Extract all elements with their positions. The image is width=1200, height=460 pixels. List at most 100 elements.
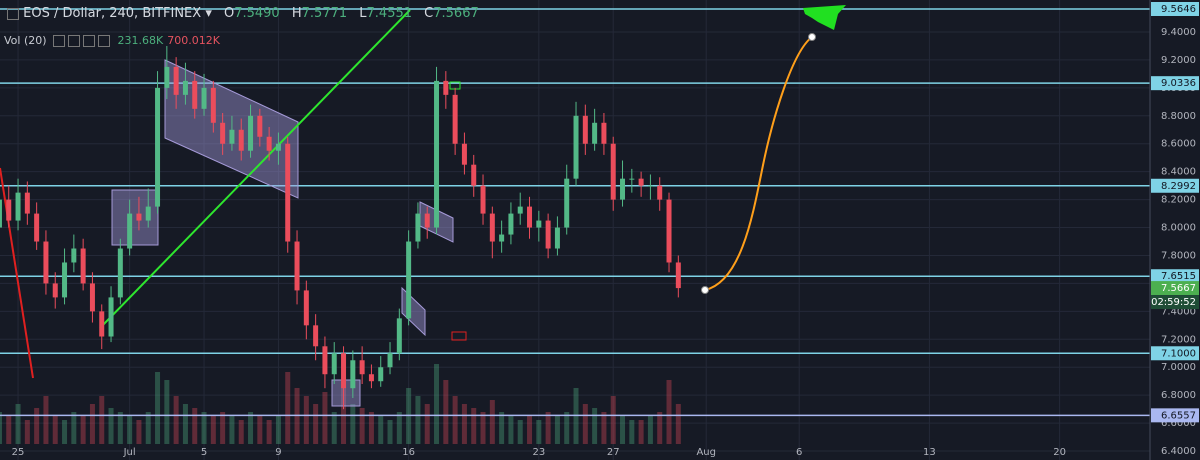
candle-body xyxy=(229,129,235,144)
volume-bar xyxy=(108,408,114,444)
close-icon[interactable] xyxy=(98,35,111,47)
candle-body xyxy=(34,213,40,242)
x-tick-label: 9 xyxy=(275,447,281,458)
candle-body xyxy=(89,283,95,312)
candle-body xyxy=(424,213,430,228)
y-tick-label: 7.2000 xyxy=(1161,334,1196,345)
x-tick-label: 27 xyxy=(607,447,620,458)
volume-bar xyxy=(99,396,105,444)
candle-body xyxy=(248,115,254,151)
volume-bar xyxy=(322,392,328,444)
volume-value: 231.68K xyxy=(117,34,164,47)
volume-bar xyxy=(415,396,421,444)
candle-body xyxy=(350,360,356,389)
volume-bar xyxy=(582,404,588,444)
level-tag xyxy=(1151,346,1199,361)
candle-body xyxy=(62,262,68,298)
volume-bar xyxy=(43,396,49,444)
candle-body xyxy=(620,178,626,200)
candle-body xyxy=(461,143,467,165)
volume-bar xyxy=(15,404,21,444)
volume-bar xyxy=(368,412,374,444)
y-tick-label: 8.0000 xyxy=(1161,223,1196,234)
candle-body xyxy=(582,115,588,144)
candle-body xyxy=(536,220,542,228)
settings-icon[interactable] xyxy=(53,35,66,47)
volume-bar xyxy=(229,416,235,444)
collapse-icon[interactable] xyxy=(7,7,19,20)
y-tick-label: 9.2000 xyxy=(1161,55,1196,66)
volume-bar xyxy=(489,400,495,444)
candle-body xyxy=(220,122,226,144)
candle-body xyxy=(164,66,170,88)
x-tick-label: 13 xyxy=(923,447,936,458)
candle-body xyxy=(517,206,523,214)
level-tag xyxy=(1151,408,1199,423)
y-tick-label: 7.4000 xyxy=(1161,306,1196,317)
volume-bar xyxy=(266,420,272,444)
candle-body xyxy=(52,283,58,298)
volume-bar xyxy=(220,412,226,444)
y-tick-label: 8.6000 xyxy=(1161,139,1196,150)
volume-bar xyxy=(257,416,263,444)
y-tick-label: 9.4000 xyxy=(1161,27,1196,38)
volume-bar xyxy=(0,412,2,444)
volume-bar xyxy=(127,416,133,444)
x-tick-label: 23 xyxy=(532,447,545,458)
candle-body xyxy=(24,192,30,214)
candle-body xyxy=(6,199,12,221)
volume-bar xyxy=(638,420,644,444)
candle-body xyxy=(71,248,77,263)
volume-bar xyxy=(434,364,440,444)
volume-bar xyxy=(24,420,30,444)
y-tick-label: 6.8000 xyxy=(1161,390,1196,401)
level-tag xyxy=(1151,76,1199,91)
candle-body xyxy=(434,80,440,228)
ohlc-key: C xyxy=(424,6,434,21)
candle-body xyxy=(675,262,681,289)
volume-bar xyxy=(592,408,598,444)
level-label: 9.0336 xyxy=(1161,78,1196,89)
trend-line xyxy=(99,9,411,329)
settings-icon[interactable] xyxy=(83,35,96,47)
candle-body xyxy=(331,353,337,375)
volume-bar xyxy=(155,372,161,444)
ohlc-value: 7.5771 xyxy=(301,6,348,21)
candle-body xyxy=(499,234,505,242)
volume-bar xyxy=(452,396,458,444)
candle-body xyxy=(554,227,560,249)
volume-bar xyxy=(331,412,337,444)
ohlc-key: O xyxy=(223,6,235,21)
candle-body xyxy=(182,80,188,95)
candle-body xyxy=(443,80,449,95)
volume-bar xyxy=(601,412,607,444)
volume-bar xyxy=(359,408,365,444)
volume-bar xyxy=(499,412,505,444)
volume-header: Vol (20) 231.68K 700.012K xyxy=(4,34,220,47)
level-label: 9.5646 xyxy=(1161,4,1196,15)
volume-bar xyxy=(303,396,309,444)
volume-bar xyxy=(480,412,486,444)
volume-bar xyxy=(164,380,170,444)
ohlc-value: 7.5490 xyxy=(234,6,280,21)
candle-body xyxy=(313,325,319,347)
volume-bar xyxy=(378,416,384,444)
volume-bar xyxy=(71,412,77,444)
candle-body xyxy=(592,122,598,144)
volume-bar xyxy=(248,412,254,444)
y-tick-label: 6.4000 xyxy=(1161,446,1196,457)
volume-bar xyxy=(508,416,514,444)
settings-icon[interactable] xyxy=(68,35,81,47)
volume-bar xyxy=(461,404,467,444)
flag xyxy=(451,331,467,341)
candle-body xyxy=(99,311,105,337)
anchor-point xyxy=(808,33,816,41)
candle-body xyxy=(285,143,291,242)
volume-bar xyxy=(34,408,40,444)
level-layer xyxy=(0,8,1150,417)
x-tick-label: 25 xyxy=(12,447,25,458)
volume-bar xyxy=(238,420,244,444)
candle-layer xyxy=(0,45,681,410)
volume-bar xyxy=(443,380,449,444)
